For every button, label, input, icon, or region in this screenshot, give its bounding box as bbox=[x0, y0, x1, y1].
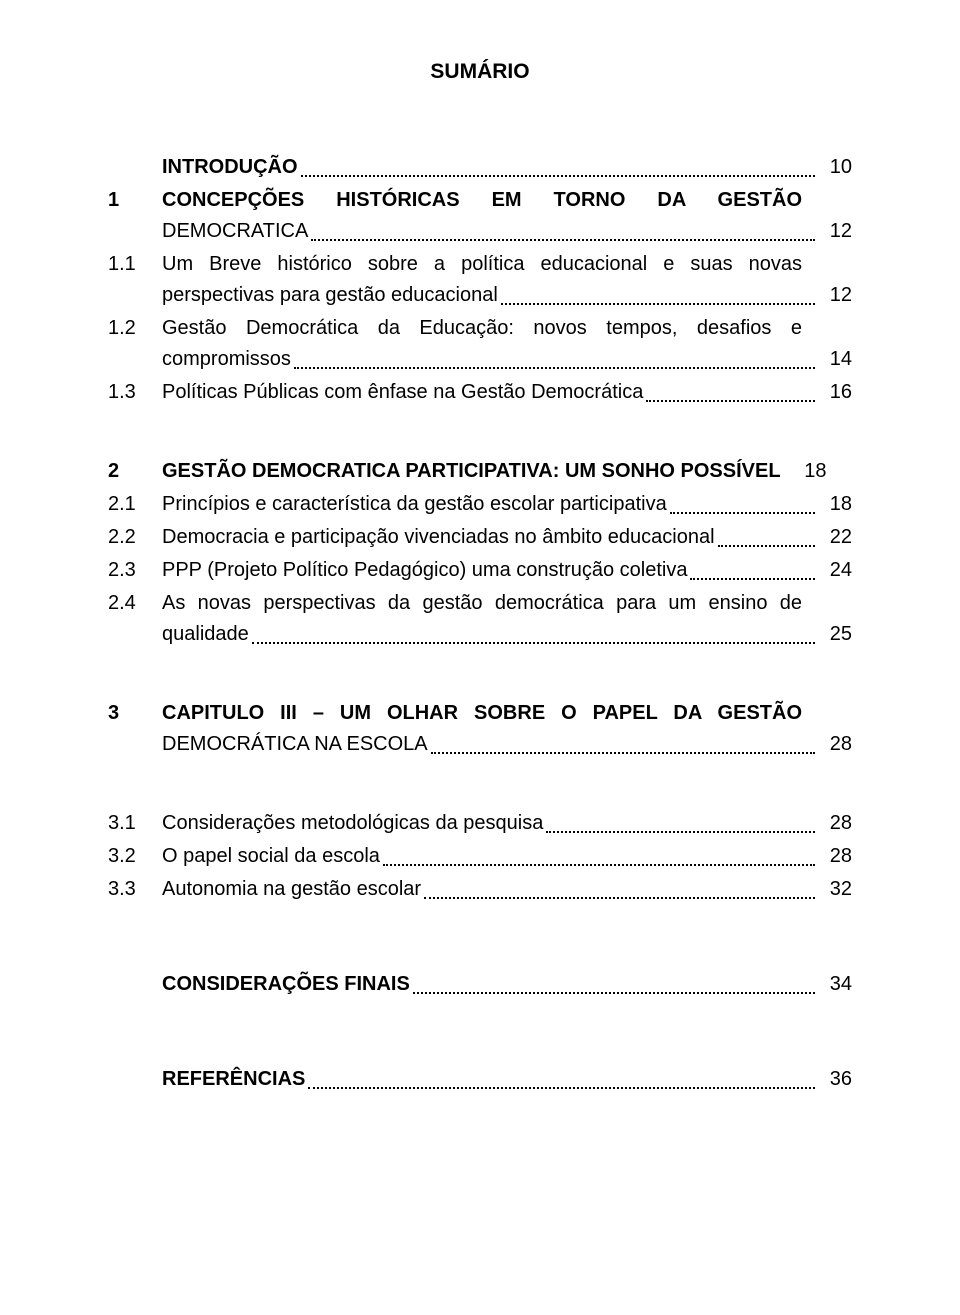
leader-dots bbox=[424, 877, 815, 899]
entry-number: 2 bbox=[108, 456, 162, 487]
entry-number: 3.2 bbox=[108, 841, 162, 872]
entry-text: Gestão Democrática da Educação: novos te… bbox=[162, 313, 802, 344]
toc-entry-3-2: 3.2 O papel social da escola 28 bbox=[108, 841, 852, 872]
toc-entry-refs: REFERÊNCIAS 36 bbox=[108, 1064, 852, 1095]
entry-text: CONCEPÇÕES HISTÓRICAS EM TORNO DA GESTÃO bbox=[162, 185, 802, 216]
leader-dots bbox=[301, 155, 815, 177]
entry-number: 1.2 bbox=[108, 313, 162, 344]
entry-number: 2.2 bbox=[108, 522, 162, 553]
toc-entry-2-3: 2.3 PPP (Projeto Político Pedagógico) um… bbox=[108, 555, 852, 586]
leader-dots bbox=[252, 622, 815, 644]
entry-number: 1 bbox=[108, 185, 162, 216]
entry-text: INTRODUÇÃO bbox=[162, 152, 298, 183]
entry-page: 28 bbox=[818, 841, 852, 872]
toc-entry-2-4: 2.4 As novas perspectivas da gestão demo… bbox=[108, 588, 852, 619]
toc-entry-3-cont: DEMOCRÁTICA NA ESCOLA 28 bbox=[108, 729, 852, 760]
entry-page: 36 bbox=[818, 1064, 852, 1095]
entry-page: 32 bbox=[818, 874, 852, 905]
entry-number: 1.1 bbox=[108, 249, 162, 280]
entry-text: Considerações metodológicas da pesquisa bbox=[162, 808, 543, 839]
leader-dots bbox=[383, 844, 815, 866]
entry-page: 28 bbox=[818, 808, 852, 839]
toc-entry-3-1: 3.1 Considerações metodológicas da pesqu… bbox=[108, 808, 852, 839]
toc-entry-3: 3 CAPITULO III – UM OLHAR SOBRE O PAPEL … bbox=[108, 698, 852, 729]
entry-text: Princípios e característica da gestão es… bbox=[162, 489, 667, 520]
toc-entry-1-1-cont: perspectivas para gestão educacional 12 bbox=[108, 280, 852, 311]
entry-page: 34 bbox=[818, 969, 852, 1000]
entry-text: Autonomia na gestão escolar bbox=[162, 874, 421, 905]
entry-page: 14 bbox=[818, 344, 852, 375]
toc-entry-1-3: 1.3 Políticas Públicas com ênfase na Ges… bbox=[108, 377, 852, 408]
entry-text-cont: qualidade bbox=[162, 619, 249, 650]
entry-page: 24 bbox=[818, 555, 852, 586]
entry-number: 2.1 bbox=[108, 489, 162, 520]
toc-entry-1-2-cont: compromissos 14 bbox=[108, 344, 852, 375]
leader-dots bbox=[670, 492, 815, 514]
leader-dots bbox=[294, 347, 815, 369]
entry-number: 3.1 bbox=[108, 808, 162, 839]
entry-page: 16 bbox=[818, 377, 852, 408]
page-container: SUMÁRIO INTRODUÇÃO 10 1 CONCEPÇÕES HISTÓ… bbox=[0, 0, 960, 1315]
leader-dots bbox=[311, 219, 815, 241]
leader-dots bbox=[413, 972, 815, 994]
leader-dots bbox=[718, 525, 815, 547]
entry-page: 10 bbox=[818, 152, 852, 183]
entry-number: 1.3 bbox=[108, 377, 162, 408]
entry-number: 2.3 bbox=[108, 555, 162, 586]
entry-page: 28 bbox=[818, 729, 852, 760]
entry-text: Políticas Públicas com ênfase na Gestão … bbox=[162, 377, 643, 408]
leader-dots bbox=[431, 732, 815, 754]
toc-entry-1-2: 1.2 Gestão Democrática da Educação: novo… bbox=[108, 313, 852, 344]
entry-number: 2.4 bbox=[108, 588, 162, 619]
leader-dots bbox=[646, 380, 815, 402]
leader-dots bbox=[690, 558, 815, 580]
entry-page: 22 bbox=[818, 522, 852, 553]
entry-text-cont: compromissos bbox=[162, 344, 291, 375]
leader-dots bbox=[546, 811, 815, 833]
entry-text: CONSIDERAÇÕES FINAIS bbox=[162, 969, 410, 1000]
entry-number: 3.3 bbox=[108, 874, 162, 905]
toc-entry-3-3: 3.3 Autonomia na gestão escolar 32 bbox=[108, 874, 852, 905]
entry-text-cont: DEMOCRÁTICA NA ESCOLA bbox=[162, 729, 428, 760]
toc-entry-1: 1 CONCEPÇÕES HISTÓRICAS EM TORNO DA GEST… bbox=[108, 185, 852, 216]
entry-text: Democracia e participação vivenciadas no… bbox=[162, 522, 715, 553]
entry-page: 12 bbox=[818, 280, 852, 311]
leader-dots bbox=[501, 283, 815, 305]
toc-entry-intro: INTRODUÇÃO 10 bbox=[108, 152, 852, 183]
toc-entry-2-4-cont: qualidade 25 bbox=[108, 619, 852, 650]
toc-entry-2-1: 2.1 Princípios e característica da gestã… bbox=[108, 489, 852, 520]
toc-entry-1-cont: DEMOCRATICA 12 bbox=[108, 216, 852, 247]
entry-text-cont: DEMOCRATICA bbox=[162, 216, 308, 247]
toc-entry-final: CONSIDERAÇÕES FINAIS 34 bbox=[108, 969, 852, 1000]
entry-text: O papel social da escola bbox=[162, 841, 380, 872]
entry-text: CAPITULO III – UM OLHAR SOBRE O PAPEL DA… bbox=[162, 698, 802, 729]
entry-page: 12 bbox=[818, 216, 852, 247]
entry-page: 25 bbox=[818, 619, 852, 650]
toc-entry-2: 2 GESTÃO DEMOCRATICA PARTICIPATIVA: UM S… bbox=[108, 456, 852, 487]
entry-text: As novas perspectivas da gestão democrát… bbox=[162, 588, 802, 619]
toc-entry-2-2: 2.2 Democracia e participação vivenciada… bbox=[108, 522, 852, 553]
entry-text-cont: perspectivas para gestão educacional bbox=[162, 280, 498, 311]
entry-number: 3 bbox=[108, 698, 162, 729]
leader-dots bbox=[308, 1067, 815, 1089]
toc-entry-1-1: 1.1 Um Breve histórico sobre a política … bbox=[108, 249, 852, 280]
entry-text: Um Breve histórico sobre a política educ… bbox=[162, 249, 802, 280]
entry-text: PPP (Projeto Político Pedagógico) uma co… bbox=[162, 555, 687, 586]
entry-page: 18 bbox=[793, 456, 827, 487]
entry-text: REFERÊNCIAS bbox=[162, 1064, 305, 1095]
entry-page: 18 bbox=[818, 489, 852, 520]
page-title: SUMÁRIO bbox=[108, 60, 852, 84]
entry-text: GESTÃO DEMOCRATICA PARTICIPATIVA: UM SON… bbox=[162, 456, 781, 487]
